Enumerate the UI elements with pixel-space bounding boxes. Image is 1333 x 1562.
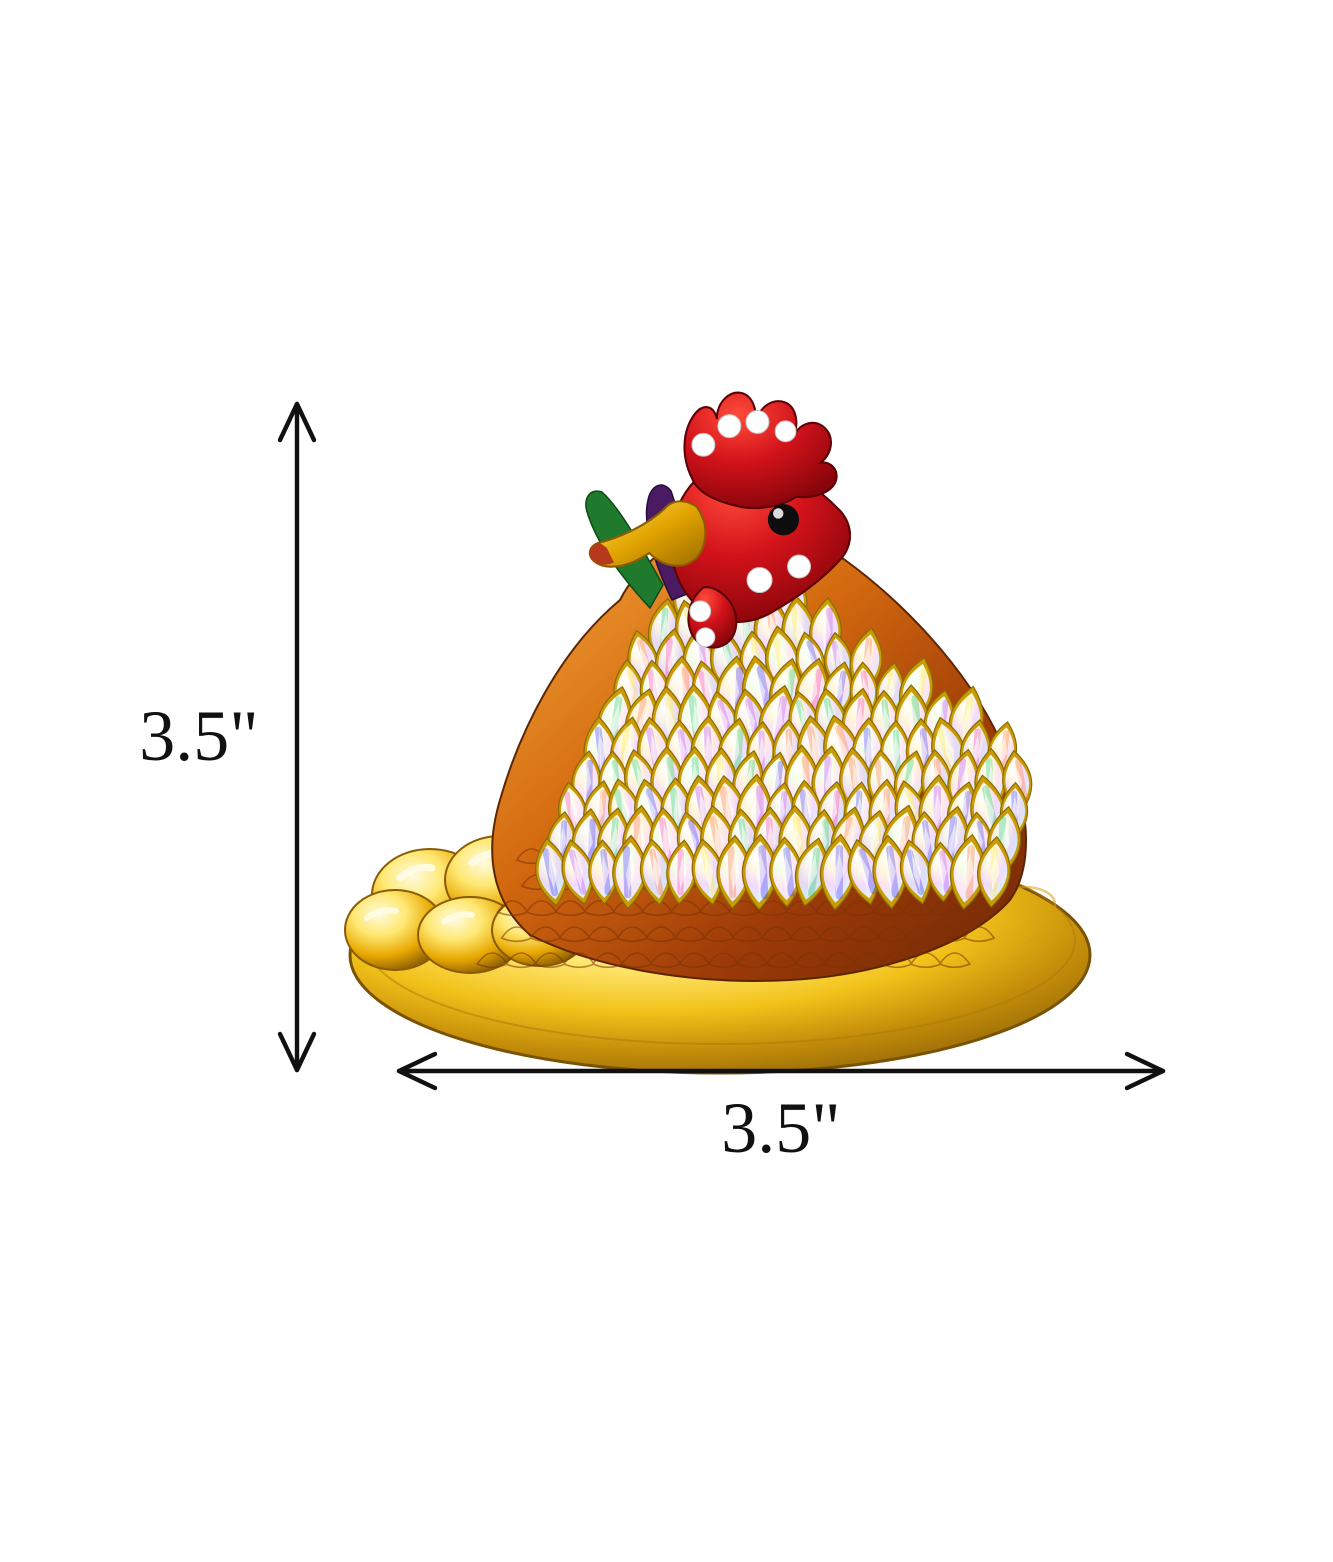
svg-text:3.5": 3.5" bbox=[721, 1088, 840, 1168]
svg-text:3.5": 3.5" bbox=[139, 696, 258, 776]
